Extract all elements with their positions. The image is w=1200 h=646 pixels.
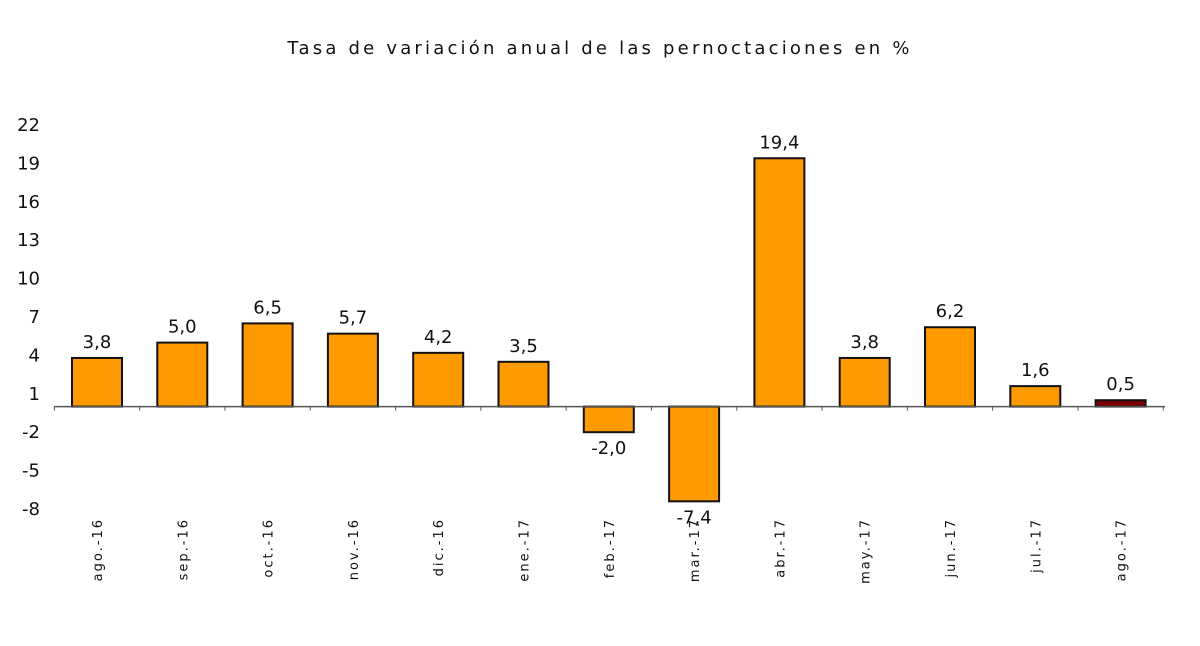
y-tick-label: 13	[17, 230, 40, 251]
bars	[71, 157, 1147, 503]
x-category-label: ene.-17	[518, 518, 533, 582]
bar	[838, 356, 891, 408]
y-tick-label: 19	[17, 153, 40, 174]
bar	[241, 322, 294, 408]
bar-value-label: 1,6	[1021, 360, 1050, 381]
data-labels: 3,8 5,0 6,5 5,7 4,2 3,5 -2,0 -7,4 19,4 3,8 6,2 1,6 0…	[83, 132, 1135, 528]
bar	[497, 360, 550, 408]
chart-title: Tasa de variación anual de las pernoctac…	[287, 38, 913, 59]
x-category-label: may.-17	[859, 518, 874, 584]
bar	[1009, 385, 1062, 408]
x-axis-labels: ago.-16 sep.-16 oct.-16 nov.-16 dic.-16 ene.-…	[91, 518, 1130, 584]
bar-value-label: 5,7	[339, 308, 368, 329]
bar	[326, 332, 379, 408]
y-tick-label: -5	[22, 461, 40, 482]
bar-value-label: 6,2	[936, 301, 965, 322]
x-category-label: ago.-17	[1115, 518, 1130, 581]
bar	[924, 326, 976, 408]
x-category-label: sep.-16	[176, 518, 191, 580]
x-category-label: abr.-17	[773, 518, 788, 578]
y-tick-label: -8	[22, 499, 40, 520]
zero-axis	[53, 405, 1165, 411]
y-tick-label: 10	[17, 269, 40, 290]
y-tick-label: 22	[17, 115, 40, 136]
y-tick-label: 16	[17, 192, 40, 213]
bar-value-label: -7,4	[677, 507, 712, 528]
x-category-label: jul.-17	[1029, 518, 1044, 574]
y-tick-label: 1	[29, 384, 40, 405]
bar	[753, 157, 806, 408]
bar	[156, 341, 209, 408]
bar-value-label: 4,2	[424, 327, 453, 348]
x-category-label: jun.-17	[944, 518, 959, 578]
bar-value-label: 19,4	[759, 132, 799, 153]
x-category-label: mar.-17	[688, 518, 703, 582]
x-category-label: oct.-16	[262, 518, 277, 578]
bar-value-label: 3,5	[509, 336, 538, 357]
bar	[71, 356, 123, 408]
x-category-label: ago.-16	[91, 518, 106, 581]
bar-value-label: 0,5	[1106, 374, 1135, 395]
y-axis-ticks: 22 19 16 13 10 7 4 1 -2 -5 -8	[17, 115, 40, 520]
bar-value-label: 3,8	[83, 332, 112, 353]
bar	[582, 405, 635, 434]
y-tick-label: 4	[29, 345, 40, 366]
bar-value-label: 3,8	[850, 332, 879, 353]
y-tick-label: 7	[29, 307, 40, 328]
x-category-label: dic.-16	[432, 518, 447, 576]
bar-value-label: -2,0	[591, 438, 626, 459]
bar	[1094, 399, 1147, 408]
x-category-label: nov.-16	[347, 518, 362, 580]
bar-value-label: 5,0	[168, 317, 197, 338]
y-tick-label: -2	[22, 422, 40, 443]
bar-value-label: 6,5	[253, 297, 282, 318]
bar	[668, 405, 721, 503]
bar	[412, 351, 465, 408]
x-category-label: feb.-17	[603, 518, 618, 578]
